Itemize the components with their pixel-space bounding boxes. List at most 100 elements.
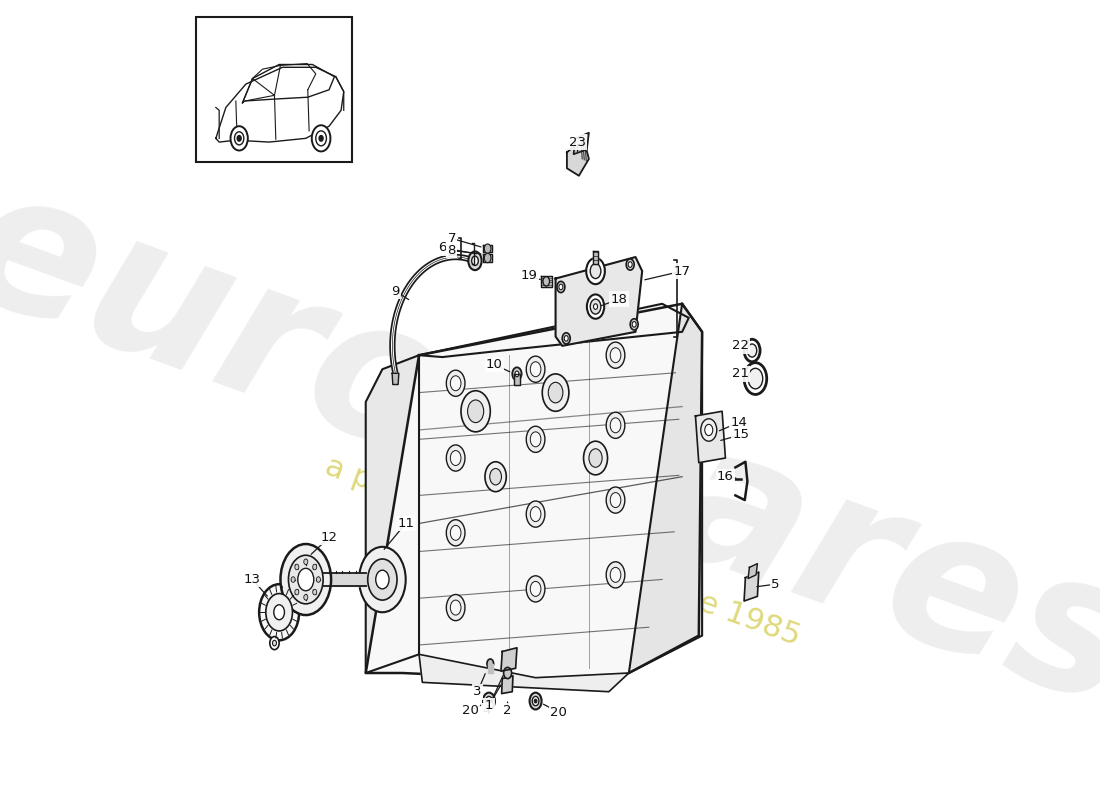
Text: 22: 22 — [732, 339, 749, 352]
Text: 13: 13 — [244, 573, 261, 586]
Circle shape — [526, 501, 544, 527]
Text: 1: 1 — [485, 699, 493, 712]
Text: 23: 23 — [569, 135, 586, 149]
Circle shape — [487, 699, 491, 703]
Circle shape — [472, 256, 478, 266]
Polygon shape — [500, 648, 517, 671]
Text: 12: 12 — [320, 531, 338, 544]
Text: 19: 19 — [520, 270, 538, 282]
Circle shape — [487, 659, 494, 668]
Circle shape — [468, 400, 484, 422]
Circle shape — [367, 559, 397, 600]
Circle shape — [530, 362, 541, 377]
Circle shape — [450, 376, 461, 390]
Polygon shape — [365, 304, 702, 682]
Circle shape — [376, 570, 389, 589]
Polygon shape — [541, 276, 551, 287]
Polygon shape — [483, 254, 493, 262]
Circle shape — [559, 284, 563, 290]
Circle shape — [483, 693, 495, 710]
Text: eurospares: eurospares — [0, 150, 1100, 747]
Circle shape — [610, 418, 620, 433]
Circle shape — [490, 469, 502, 485]
Circle shape — [626, 259, 635, 270]
Circle shape — [587, 294, 604, 318]
Polygon shape — [573, 133, 588, 154]
Text: 18: 18 — [610, 293, 627, 306]
Circle shape — [606, 562, 625, 588]
Circle shape — [588, 449, 602, 467]
Circle shape — [532, 696, 539, 706]
Polygon shape — [695, 411, 725, 462]
Text: 4: 4 — [483, 704, 491, 717]
Circle shape — [530, 506, 541, 522]
Polygon shape — [748, 564, 758, 578]
Polygon shape — [566, 138, 588, 176]
Circle shape — [606, 412, 625, 438]
Circle shape — [594, 304, 597, 310]
Circle shape — [530, 432, 541, 447]
Circle shape — [744, 339, 760, 362]
Circle shape — [744, 362, 767, 394]
Polygon shape — [483, 245, 493, 252]
Polygon shape — [556, 257, 642, 346]
Text: 21: 21 — [732, 367, 749, 380]
Circle shape — [447, 520, 465, 546]
Circle shape — [632, 322, 636, 327]
Circle shape — [504, 667, 512, 678]
Text: 7: 7 — [448, 232, 455, 245]
Text: 2: 2 — [504, 704, 512, 717]
Text: 14: 14 — [730, 416, 747, 429]
Circle shape — [630, 318, 638, 330]
Circle shape — [591, 299, 601, 314]
Polygon shape — [419, 654, 629, 692]
Circle shape — [295, 564, 299, 570]
Circle shape — [747, 344, 757, 357]
Circle shape — [447, 594, 465, 621]
Circle shape — [461, 390, 491, 432]
Circle shape — [484, 244, 491, 254]
Polygon shape — [593, 250, 598, 263]
Circle shape — [231, 126, 248, 150]
Circle shape — [485, 462, 506, 492]
Circle shape — [298, 568, 314, 590]
Circle shape — [450, 450, 461, 466]
Circle shape — [530, 582, 541, 596]
Circle shape — [447, 445, 465, 471]
Polygon shape — [487, 664, 493, 673]
Circle shape — [266, 594, 293, 631]
Circle shape — [484, 254, 491, 262]
Polygon shape — [309, 573, 365, 586]
Circle shape — [238, 135, 241, 141]
Text: 5: 5 — [771, 578, 780, 590]
Circle shape — [513, 367, 521, 381]
Circle shape — [628, 262, 632, 267]
Circle shape — [304, 594, 308, 600]
Circle shape — [260, 584, 299, 640]
Circle shape — [312, 590, 317, 595]
Circle shape — [526, 576, 544, 602]
Polygon shape — [365, 355, 419, 673]
Circle shape — [311, 126, 330, 151]
Circle shape — [450, 526, 461, 540]
Circle shape — [557, 282, 565, 293]
Circle shape — [304, 559, 308, 565]
Polygon shape — [744, 572, 759, 601]
Circle shape — [312, 564, 317, 570]
Circle shape — [535, 699, 537, 703]
Polygon shape — [502, 676, 513, 694]
Circle shape — [606, 487, 625, 513]
Text: 16: 16 — [717, 470, 734, 483]
Polygon shape — [629, 304, 702, 673]
Circle shape — [591, 263, 601, 278]
Circle shape — [529, 693, 541, 710]
Text: 20: 20 — [462, 704, 478, 717]
Polygon shape — [515, 374, 519, 385]
Circle shape — [515, 371, 519, 377]
Circle shape — [701, 418, 717, 441]
Circle shape — [316, 131, 327, 146]
Circle shape — [359, 547, 406, 612]
Circle shape — [317, 577, 320, 582]
Circle shape — [610, 493, 620, 507]
Circle shape — [295, 590, 299, 595]
